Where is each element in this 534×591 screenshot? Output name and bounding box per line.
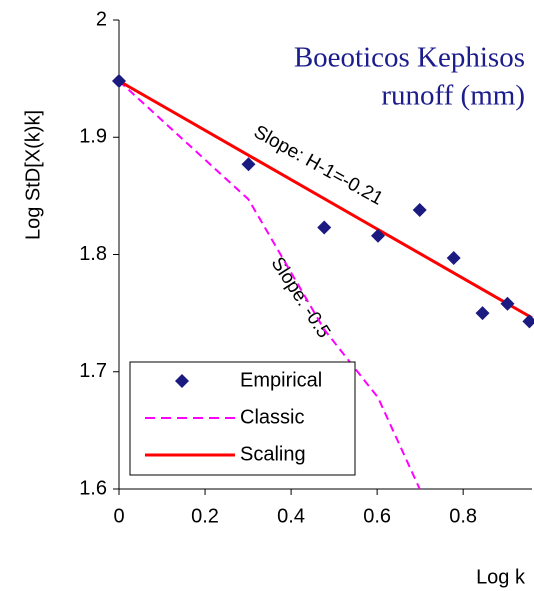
point bbox=[500, 296, 515, 311]
y-tick-label: 2 bbox=[96, 8, 107, 30]
y-tick-label: 1.6 bbox=[79, 477, 107, 499]
point bbox=[412, 202, 427, 217]
y-tick-label: 1.9 bbox=[79, 126, 107, 148]
y-tick-label: 1.7 bbox=[79, 360, 107, 382]
x-tick-label: 0.8 bbox=[449, 505, 477, 527]
point bbox=[475, 306, 490, 321]
point bbox=[112, 73, 126, 88]
line bbox=[119, 80, 421, 489]
x-tick-label: 0.2 bbox=[191, 505, 219, 527]
legend-label: Empirical bbox=[240, 369, 322, 391]
legend-label: Classic bbox=[240, 406, 304, 428]
point bbox=[446, 251, 461, 266]
y-tick-label: 1.8 bbox=[79, 243, 107, 265]
chart-title: Boeoticos Kephisos bbox=[294, 42, 525, 74]
line bbox=[119, 79, 533, 320]
y-axis-label: Log StD[X(k)k] bbox=[22, 110, 44, 240]
point bbox=[317, 220, 332, 235]
x-axis-label: Log k bbox=[476, 566, 526, 588]
x-tick-label: 0.4 bbox=[277, 505, 305, 527]
x-tick-label: 0.6 bbox=[363, 505, 391, 527]
point bbox=[241, 157, 256, 172]
legend-marker bbox=[175, 374, 189, 388]
point bbox=[370, 228, 385, 243]
legend-label: Scaling bbox=[240, 443, 306, 465]
chart-title: runoff (mm) bbox=[381, 80, 525, 112]
point bbox=[522, 314, 534, 329]
x-tick-label: 0 bbox=[113, 505, 124, 527]
